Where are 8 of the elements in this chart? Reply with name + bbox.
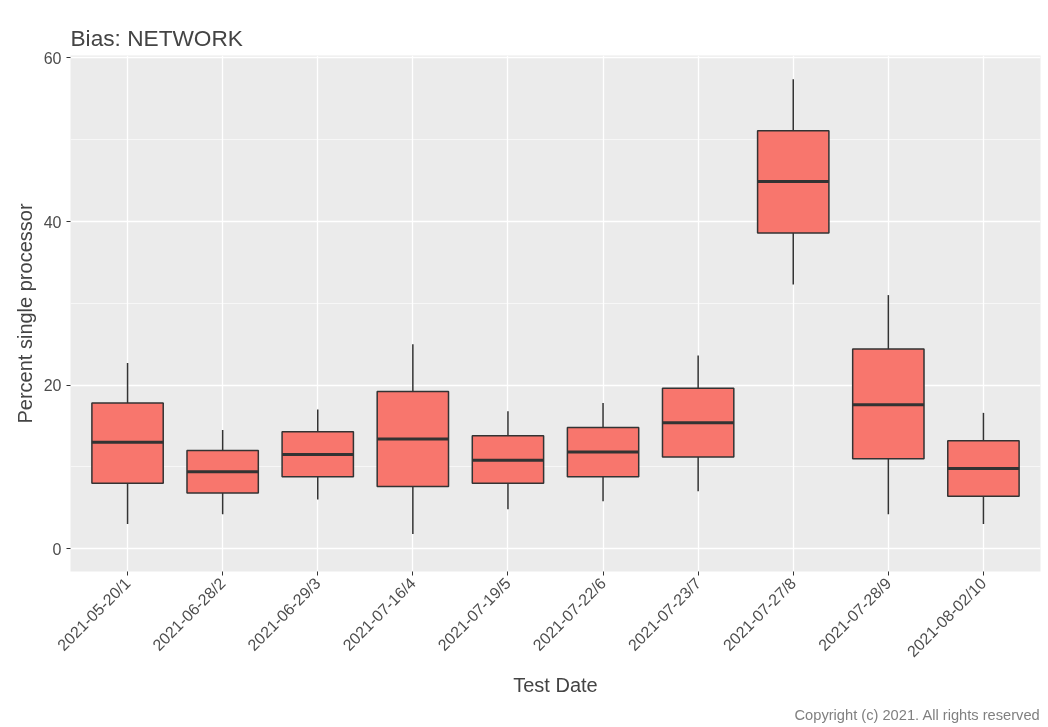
text: Copyright (c) 2021. All rights reserved [794,706,1040,723]
x-axis-title: Test Date [513,674,598,697]
y-axis-title: Percent single processor [13,203,36,424]
chart-title: Bias: NETWORK [70,24,243,51]
y-tick-label: 40 [43,213,62,231]
y-tick-label: 20 [43,377,62,395]
y-tick-label: 60 [43,49,62,67]
y-tick-label: 0 [52,540,62,558]
